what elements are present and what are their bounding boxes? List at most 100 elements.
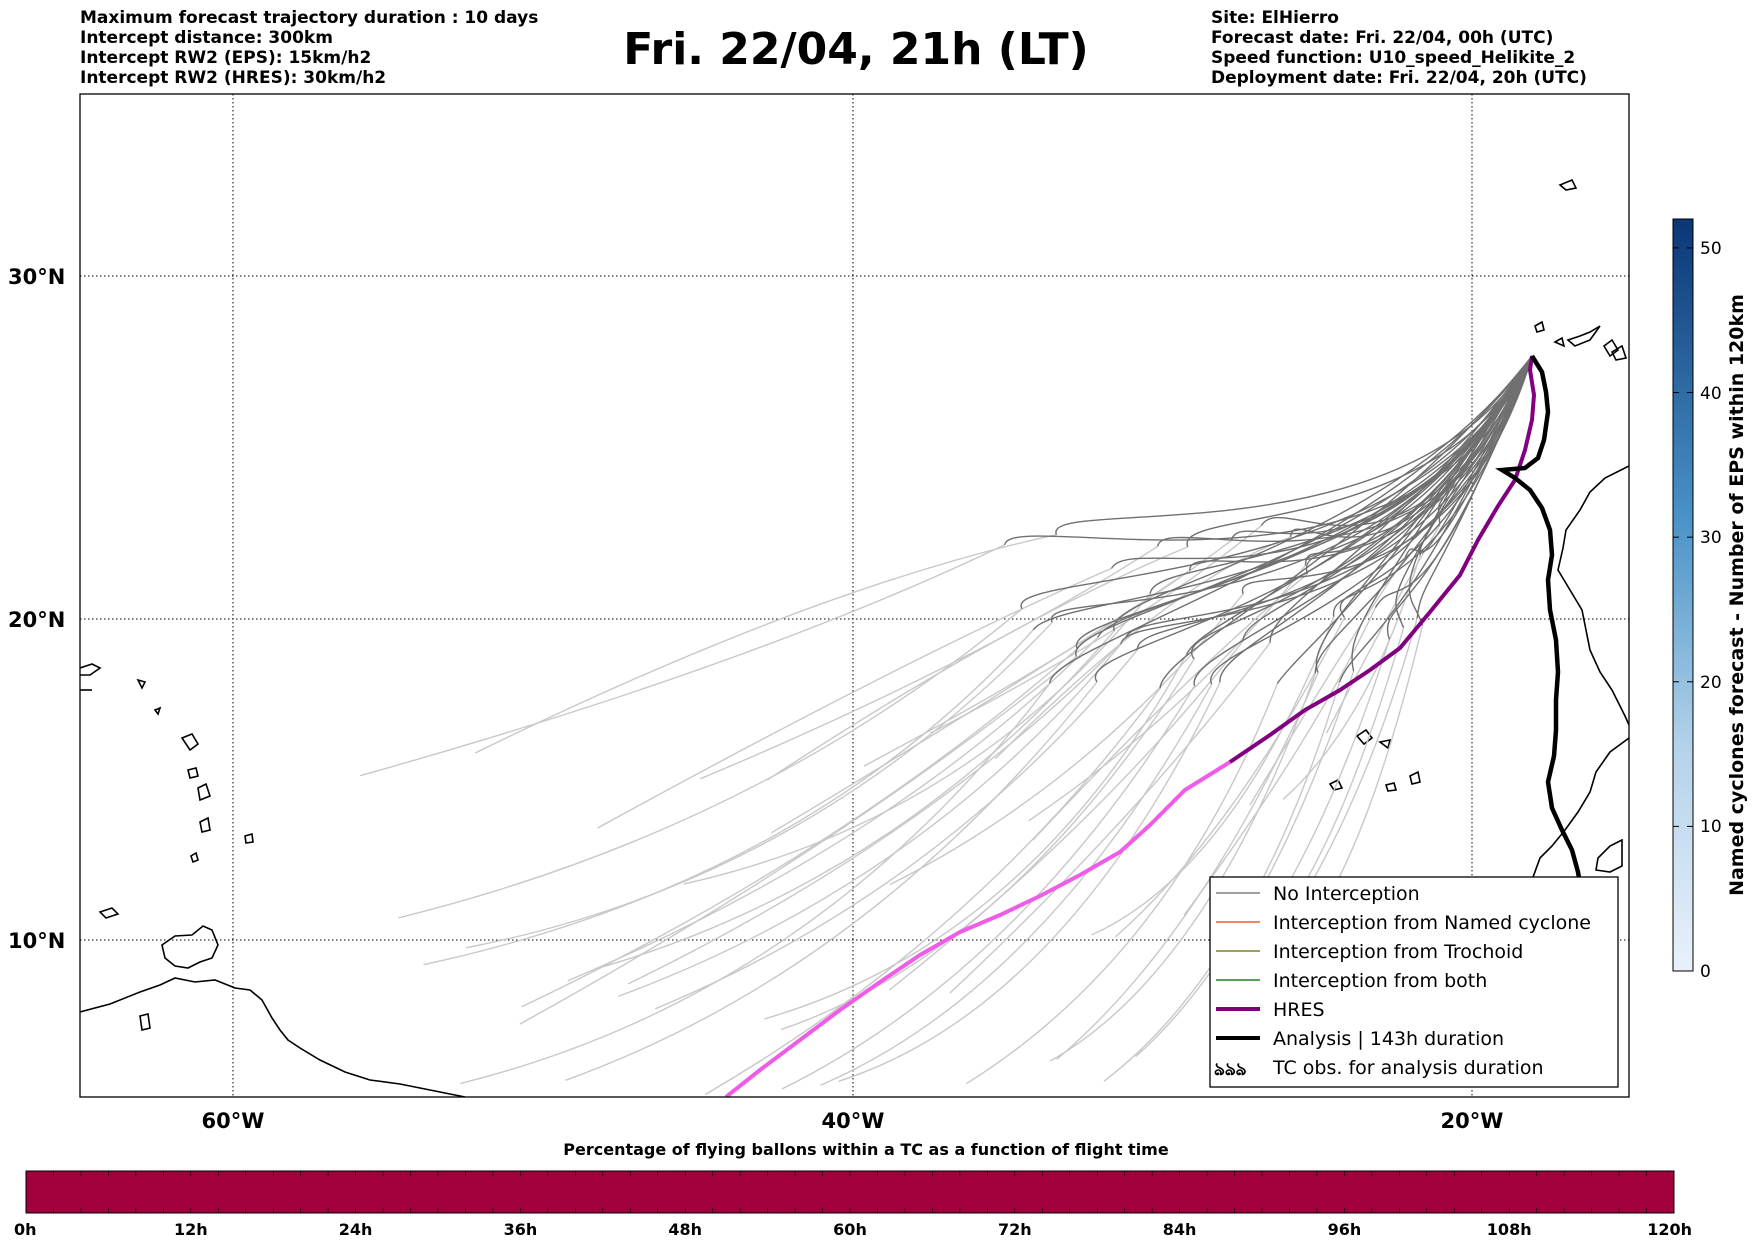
colorbar-flight-time-tick-label: 96h <box>1328 1220 1362 1239</box>
eps-trajectory-early-segment <box>965 683 1278 1085</box>
eps-trajectory-early-segment <box>654 649 1138 1010</box>
header-forecast-date: Forecast date: Fri. 22/04, 00h (UTC) <box>1211 28 1554 48</box>
island-stlucia <box>199 816 211 833</box>
island-sal <box>1409 770 1421 785</box>
island-martinique <box>197 782 211 802</box>
eps-trajectory-early-segment <box>683 593 1151 885</box>
eps-trajectory-early-segment <box>700 545 1159 780</box>
eps-trajectory-early-segment <box>423 629 1034 966</box>
south-america-coast <box>80 977 466 1097</box>
eps-trajectory-early-segment <box>465 621 1053 949</box>
eps-trajectory-early-segment <box>1028 564 1307 822</box>
legend-box <box>1209 876 1619 1088</box>
header-left-info: Maximum forecast trajectory duration : 1… <box>80 8 538 88</box>
lat-label-20: 20°N <box>8 608 65 632</box>
island-small-1 <box>153 706 162 716</box>
eps-trajectory-early-segment <box>1183 607 1377 916</box>
coastlines <box>80 178 1629 1097</box>
eps-trajectories-early <box>359 525 1441 1096</box>
colorbar-eps-gradient <box>1672 218 1694 972</box>
colorbar-flight-time-tick-label: 60h <box>833 1220 867 1239</box>
eps-trajectory-late-segment <box>1159 355 1533 689</box>
eps-trajectory-early-segment <box>1249 557 1406 806</box>
colorbar-eps-count: 0 10 20 30 40 50 Named cyclones forecast… <box>1672 218 1748 982</box>
island-tenerife <box>1566 325 1601 347</box>
lon-label-40: 40°W <box>822 1109 885 1133</box>
colorbar-eps-tick-40: 40 <box>1700 384 1722 404</box>
legend-label-no-interception: No Interception <box>1273 883 1420 905</box>
plot-frame <box>79 93 1630 1098</box>
eps-trajectory-early-segment <box>820 683 1213 1087</box>
header-speed-function: Speed function: U10_speed_Helikite_2 <box>1211 48 1576 68</box>
eps-trajectory-early-segment <box>1032 573 1308 841</box>
header-intercept-eps: Intercept RW2 (EPS): 15km/h2 <box>80 48 372 68</box>
eps-trajectory-early-segment <box>888 640 1244 991</box>
eps-trajectory-late-segment <box>1314 355 1533 674</box>
island-curacao <box>98 907 120 919</box>
colorbar-eps-tick-20: 20 <box>1700 673 1722 693</box>
eps-trajectory-early-segment <box>838 682 1221 1082</box>
hres-trajectory-forecast <box>724 760 1232 1097</box>
colorbar-eps-ticks <box>1673 247 1693 972</box>
colorbar-flight-time-tick-label: 36h <box>504 1220 538 1239</box>
legend-label-named-cyclone: Interception from Named cyclone <box>1273 912 1591 934</box>
eps-trajectory-late-segment <box>1437 355 1533 526</box>
eps-trajectory-early-segment <box>766 546 1189 781</box>
island-guadeloupe <box>180 733 200 752</box>
header-intercept-hres: Intercept RW2 (HRES): 30km/h2 <box>80 68 387 88</box>
eps-trajectory-late-segment <box>1230 355 1533 541</box>
eps-trajectory-late-segment <box>1416 355 1533 619</box>
island-margarita <box>139 1013 151 1031</box>
eps-trajectory-late-segment <box>1241 355 1533 595</box>
colorbar-flight-time-tick-labels: 0h 12h 24h 36h 48h 60h 72h 84h 96h 108h 120h <box>14 1220 1692 1239</box>
colorbar-eps-tick-30: 30 <box>1700 528 1722 548</box>
eps-trajectory-late-segment <box>1113 355 1533 632</box>
island-stvincent <box>190 851 199 864</box>
lon-label-60: 60°W <box>202 1109 265 1133</box>
eps-trajectory-early-segment <box>764 653 1188 1020</box>
africa-coast-guinea <box>1595 838 1623 873</box>
island-fuerteventura <box>1610 344 1628 361</box>
eps-trajectory-early-segment <box>565 681 1098 1081</box>
colorbar-flight-time-tick-label: 84h <box>1163 1220 1197 1239</box>
legend: No Interception Interception from Named … <box>1209 876 1619 1088</box>
eps-trajectory-early-segment <box>617 643 1122 998</box>
header-intercept-distance: Intercept distance: 300km <box>80 28 333 48</box>
island-santoantao <box>1355 728 1374 746</box>
eps-trajectory-early-segment <box>597 567 1112 829</box>
lon-label-20: 20°W <box>1441 1109 1504 1133</box>
header-right-info: Site: ElHierro Forecast date: Fri. 22/04… <box>1211 8 1587 88</box>
colorbar-eps-label: Named cyclones forecast - Number of EPS … <box>1726 294 1748 896</box>
eps-trajectory-late-segment <box>1404 355 1533 559</box>
eps-trajectory-early-segment <box>929 525 1262 734</box>
island-barbados <box>244 832 254 844</box>
colorbar-flight-time-title: Percentage of flying ballons within a TC… <box>563 1140 1169 1159</box>
colorbar-eps-tick-50: 50 <box>1700 239 1722 259</box>
eps-trajectory-late-segment <box>1049 355 1533 684</box>
island-grancanaria <box>1602 338 1620 358</box>
eps-trajectory-late-segment <box>1124 355 1533 639</box>
page-title: Fri. 22/04, 21h (LT) <box>623 24 1089 75</box>
antilles-coast-1 <box>80 663 102 676</box>
island-dominica <box>187 767 199 779</box>
eps-trajectory-early-segment <box>771 569 1191 834</box>
lat-label-10: 10°N <box>8 929 65 953</box>
header-site: Site: ElHierro <box>1211 8 1339 28</box>
eps-trajectory-late-segment <box>1395 355 1533 628</box>
trinidad-island <box>161 925 219 969</box>
eps-trajectory-late-segment <box>1304 355 1533 566</box>
lat-label-30: 30°N <box>8 265 65 289</box>
colorbar-flight-time-tick-label: 12h <box>174 1220 208 1239</box>
colorbar-flight-time-tick-label: 120h <box>1647 1220 1692 1239</box>
eps-trajectory-late-segment <box>1305 355 1533 575</box>
eps-trajectories-late <box>1004 355 1533 689</box>
eps-trajectory-early-segment <box>781 685 1196 1090</box>
hres-trajectory-core <box>1228 355 1537 764</box>
eps-trajectory-early-segment <box>627 638 1126 985</box>
header-max-duration: Maximum forecast trajectory duration : 1… <box>80 8 539 28</box>
eps-trajectory-early-segment <box>949 642 1271 994</box>
island-small-2 <box>136 678 147 690</box>
colorbar-flight-time-tick-label: 108h <box>1487 1220 1532 1239</box>
colorbar-flight-time: Percentage of flying ballons within a TC… <box>14 1140 1692 1239</box>
